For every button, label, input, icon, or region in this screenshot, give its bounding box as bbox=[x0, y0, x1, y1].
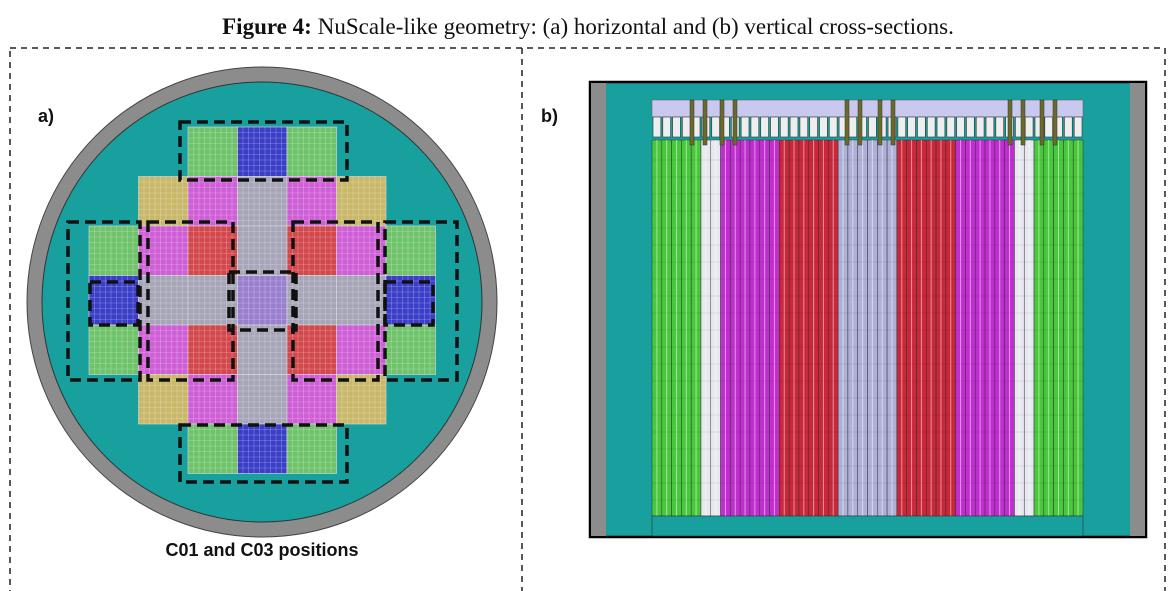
panel-label: b) bbox=[541, 106, 558, 126]
assembly bbox=[188, 177, 238, 227]
control-rod bbox=[720, 100, 724, 145]
rod-head bbox=[673, 117, 681, 137]
assembly bbox=[337, 177, 387, 227]
assembly bbox=[386, 325, 436, 375]
assembly bbox=[386, 226, 436, 276]
assembly bbox=[188, 375, 238, 425]
control-rod bbox=[1053, 100, 1057, 145]
control-rod bbox=[1040, 100, 1044, 145]
assembly bbox=[287, 424, 337, 474]
rod-head bbox=[712, 117, 720, 137]
rod-head bbox=[810, 117, 818, 137]
panel-label: a) bbox=[38, 106, 54, 126]
assembly bbox=[287, 226, 337, 276]
assembly bbox=[139, 375, 189, 425]
rod-head bbox=[986, 117, 994, 137]
control-rod bbox=[1008, 100, 1012, 145]
control-rod bbox=[690, 100, 694, 145]
rod-head bbox=[1025, 117, 1033, 137]
rod-head bbox=[800, 117, 808, 137]
rod-head bbox=[790, 117, 798, 137]
control-rod bbox=[891, 100, 895, 145]
rod-head bbox=[1064, 117, 1072, 137]
rod-head bbox=[820, 117, 828, 137]
rod-head bbox=[751, 117, 759, 137]
assembly bbox=[337, 226, 387, 276]
assembly bbox=[238, 226, 288, 276]
assembly bbox=[287, 375, 337, 425]
vertical-section bbox=[590, 82, 1146, 537]
control-rod bbox=[878, 100, 882, 145]
assembly bbox=[238, 177, 288, 227]
assembly bbox=[139, 325, 189, 375]
assembly bbox=[238, 424, 288, 474]
rod-head bbox=[829, 117, 837, 137]
rod-head bbox=[869, 117, 877, 137]
rod-head bbox=[927, 117, 935, 137]
assembly bbox=[238, 325, 288, 375]
panel-caption: C01 and C03 positions bbox=[165, 540, 358, 560]
control-rod bbox=[858, 100, 862, 145]
assembly bbox=[238, 127, 288, 177]
assembly bbox=[287, 177, 337, 227]
assembly bbox=[188, 127, 238, 177]
assembly bbox=[188, 325, 238, 375]
rod-head bbox=[908, 117, 916, 137]
rod-head bbox=[761, 117, 769, 137]
rod-head bbox=[1045, 117, 1053, 137]
rod-head bbox=[849, 117, 857, 137]
rod-head bbox=[653, 117, 661, 137]
rod-head bbox=[947, 117, 955, 137]
rod-head bbox=[996, 117, 1004, 137]
assembly bbox=[188, 226, 238, 276]
assembly bbox=[337, 375, 387, 425]
rod-head bbox=[771, 117, 779, 137]
assembly bbox=[139, 276, 189, 326]
rod-head bbox=[741, 117, 749, 137]
rod-head bbox=[966, 117, 974, 137]
rod-head bbox=[780, 117, 788, 137]
rod-head bbox=[917, 117, 925, 137]
assembly bbox=[188, 424, 238, 474]
assembly bbox=[238, 375, 288, 425]
figure-page: Figure 4:NuScale-like geometry: (a) hori… bbox=[0, 0, 1176, 591]
lower-plate bbox=[652, 516, 1083, 536]
control-rod bbox=[845, 100, 849, 145]
rod-head bbox=[663, 117, 671, 137]
rod-head bbox=[976, 117, 984, 137]
rod-head bbox=[937, 117, 945, 137]
assembly bbox=[89, 226, 139, 276]
figure: a) b) C01 and C03 positions bbox=[0, 0, 1176, 591]
rod-head bbox=[682, 117, 690, 137]
vessel-wall bbox=[1130, 83, 1145, 536]
control-rod bbox=[733, 100, 737, 145]
rod-head bbox=[957, 117, 965, 137]
assembly bbox=[139, 177, 189, 227]
assembly bbox=[139, 226, 189, 276]
assembly bbox=[287, 127, 337, 177]
rod-head bbox=[898, 117, 906, 137]
rod-head bbox=[1074, 117, 1082, 137]
upper-plenum bbox=[652, 100, 1083, 117]
vessel-wall bbox=[591, 83, 606, 536]
assembly bbox=[238, 276, 288, 326]
control-rod bbox=[703, 100, 707, 145]
assembly bbox=[89, 325, 139, 375]
control-rod bbox=[1021, 100, 1025, 145]
